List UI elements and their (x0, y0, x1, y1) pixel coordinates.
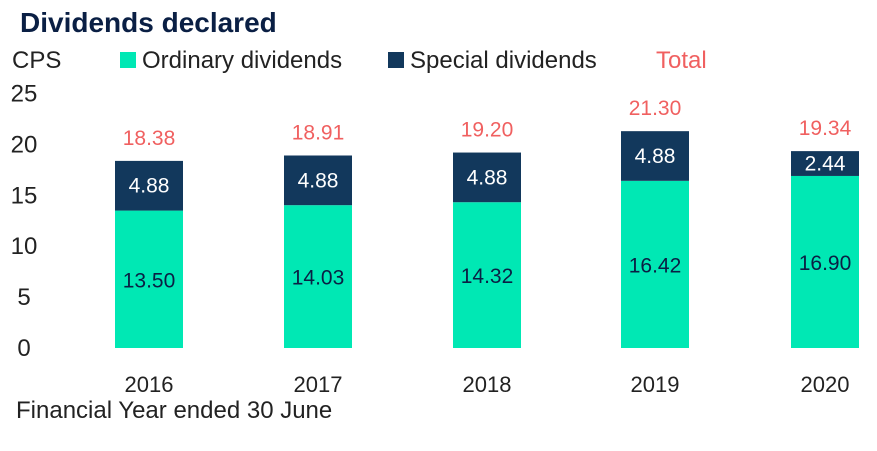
y-tick-label: 15 (11, 182, 38, 209)
y-tick-label: 0 (17, 335, 30, 362)
legend-label-special: Special dividends (410, 47, 597, 74)
legend-label-total: Total (656, 47, 707, 74)
legend-label-ordinary: Ordinary dividends (142, 47, 342, 74)
data-label-special: 4.88 (635, 145, 676, 168)
bar-special-2017 (284, 155, 352, 206)
bar-ordinary-2019 (621, 180, 689, 348)
data-label-special: 4.88 (129, 175, 170, 198)
data-label-ordinary: 16.42 (629, 254, 682, 277)
y-tick-label: 10 (11, 233, 38, 260)
x-tick-label: 2018 (463, 372, 512, 397)
legend: Ordinary dividends Special dividends Tot… (120, 47, 707, 74)
data-label-total: 19.20 (461, 119, 514, 142)
data-label-special: 2.44 (805, 153, 846, 176)
x-tick-label: 2019 (631, 372, 680, 397)
data-label-ordinary: 14.32 (461, 265, 514, 288)
x-axis-ticks: 2016 2017 2018 2019 2020 (125, 372, 850, 397)
data-label-total: 18.91 (292, 121, 345, 144)
data-label-ordinary: 13.50 (123, 269, 176, 292)
data-label-special: 4.88 (298, 169, 339, 192)
y-axis-label: CPS (12, 47, 61, 74)
data-label-special: 4.88 (467, 166, 508, 189)
x-axis-label: Financial Year ended 30 June (16, 397, 332, 424)
x-tick-label: 2016 (125, 372, 174, 397)
y-tick-label: 25 (11, 81, 38, 108)
data-label-total: 18.38 (123, 127, 176, 150)
bar-ordinary-2018 (453, 202, 521, 348)
bar-ordinary-2016 (115, 210, 183, 348)
bar-special-2020 (791, 151, 859, 176)
bar-special-2016 (115, 160, 183, 211)
chart-title: Dividends declared (20, 7, 277, 38)
legend-swatch-ordinary (120, 52, 136, 68)
bar-ordinary-2017 (284, 205, 352, 348)
y-axis-ticks: 0 5 10 15 20 25 (11, 81, 38, 363)
data-label-total: 19.34 (799, 117, 852, 140)
x-tick-label: 2017 (294, 372, 343, 397)
bar-special-2019 (621, 131, 689, 181)
legend-swatch-special (388, 52, 404, 68)
data-label-total: 21.30 (629, 97, 682, 120)
bars: 13.50 4.88 18.38 14.03 4.88 18.91 14.32 4.88 19.… (115, 97, 859, 348)
data-label-ordinary: 14.03 (292, 267, 345, 290)
bar-special-2018 (453, 152, 521, 203)
y-tick-label: 5 (17, 284, 30, 311)
y-tick-label: 20 (11, 131, 38, 158)
bar-ordinary-2020 (791, 175, 859, 348)
x-tick-label: 2020 (801, 372, 850, 397)
data-label-ordinary: 16.90 (799, 252, 852, 275)
